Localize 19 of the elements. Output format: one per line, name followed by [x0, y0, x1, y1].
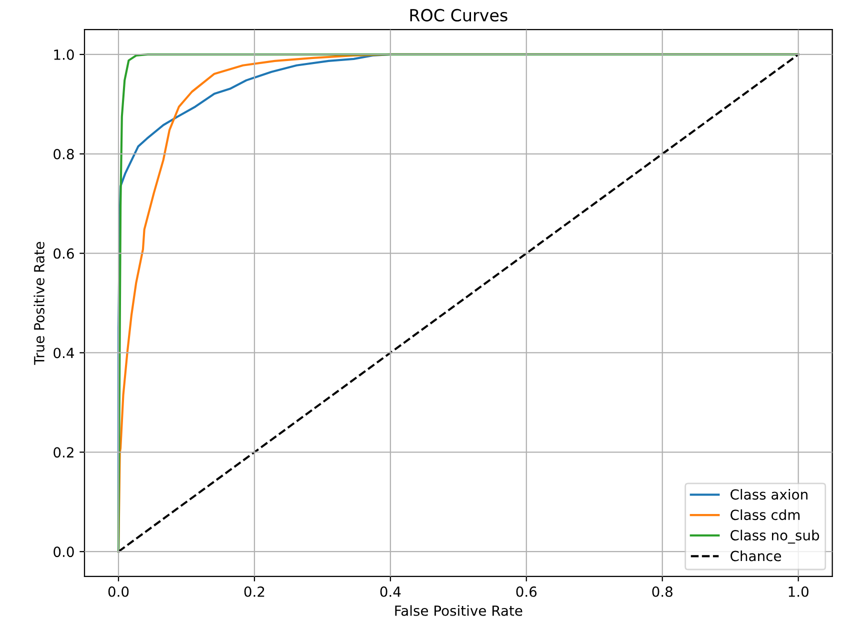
- x-tick-label: 0.6: [516, 586, 537, 597]
- y-tick-label: 0.2: [54, 447, 74, 458]
- y-tick-label: 0.4: [54, 348, 74, 358]
- legend-label: Class cdm: [730, 509, 800, 520]
- x-tick-label: 1.0: [788, 586, 808, 597]
- y-tick-label: 1.0: [54, 49, 74, 60]
- chart-title: ROC Curves: [410, 8, 508, 22]
- y-axis-title: True Positive Rate: [34, 242, 44, 365]
- legend-label: Class axion: [730, 488, 808, 500]
- x-tick-label: 0.4: [380, 586, 401, 597]
- y-tick-label: 0.0: [54, 546, 74, 558]
- y-tick-label: 0.8: [54, 148, 74, 160]
- y-tick-label: 0.6: [54, 248, 74, 259]
- legend-label: Class no_sub: [730, 530, 820, 544]
- legend-label: Chance: [730, 550, 782, 562]
- x-tick-label: 0.8: [652, 586, 672, 597]
- x-tick-label: 0.2: [244, 586, 264, 597]
- x-tick-label: 0.0: [108, 586, 129, 597]
- x-axis-title: False Positive Rate: [395, 605, 522, 616]
